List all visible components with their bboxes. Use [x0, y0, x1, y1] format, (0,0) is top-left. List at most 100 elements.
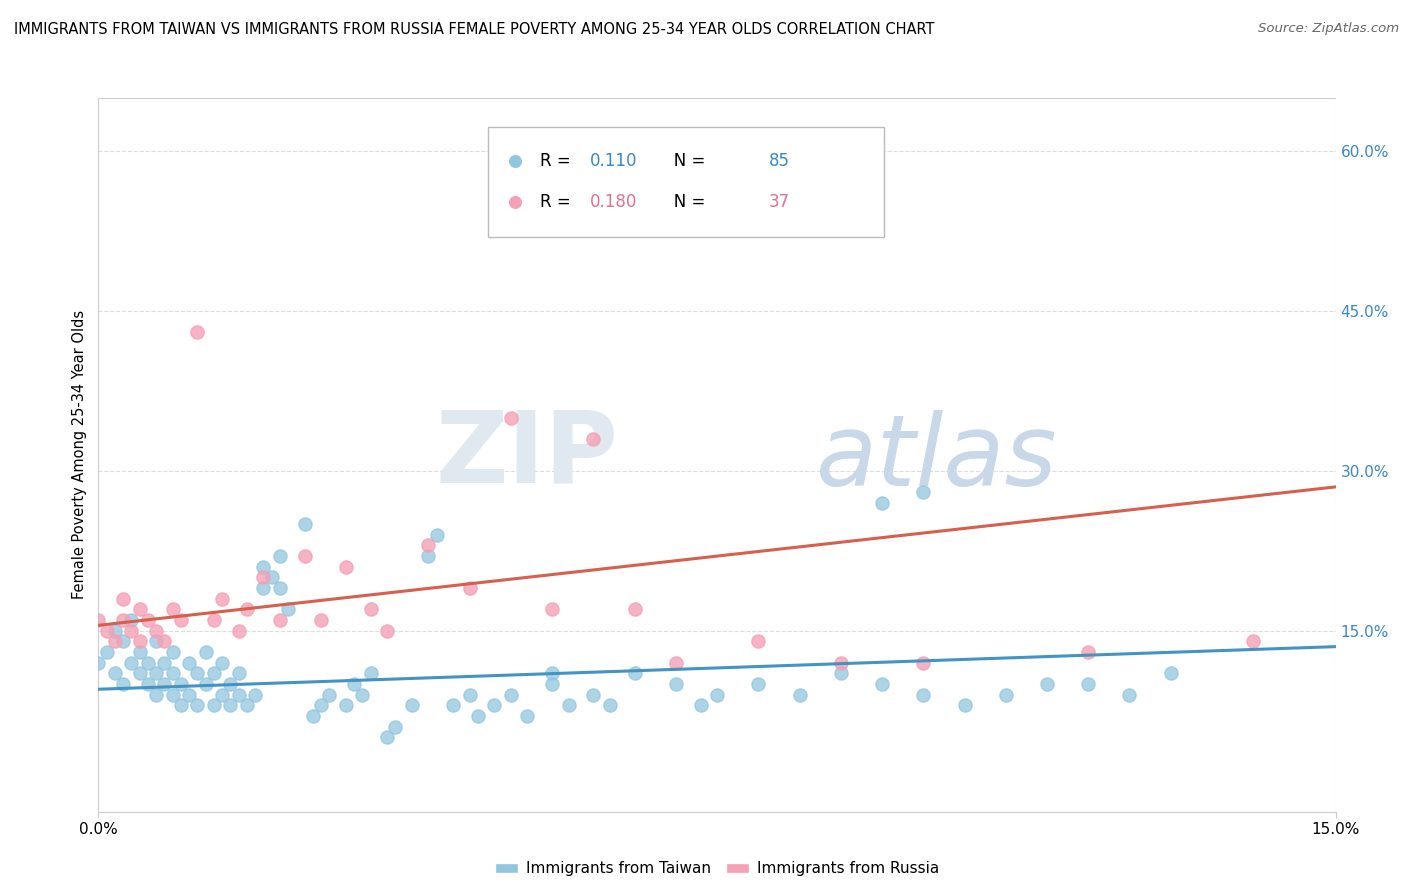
Point: [789, 688, 811, 702]
Point: [441, 698, 464, 713]
Point: [211, 591, 233, 606]
Point: [136, 613, 159, 627]
Point: [202, 666, 225, 681]
Point: [236, 602, 259, 616]
Point: [186, 666, 208, 681]
Point: [665, 677, 688, 691]
Point: [170, 613, 193, 627]
Point: [912, 688, 935, 702]
Text: R =: R =: [540, 193, 576, 211]
Text: ZIP: ZIP: [436, 407, 619, 503]
Point: [1077, 677, 1099, 691]
Point: [186, 326, 208, 340]
Point: [352, 688, 374, 702]
Point: [335, 698, 357, 713]
Point: [145, 688, 167, 702]
FancyBboxPatch shape: [488, 127, 884, 237]
Text: 0.180: 0.180: [589, 193, 637, 211]
Point: [870, 496, 893, 510]
Point: [145, 666, 167, 681]
Point: [360, 666, 382, 681]
Point: [186, 698, 208, 713]
Point: [830, 666, 852, 681]
Text: 37: 37: [769, 193, 790, 211]
Point: [228, 666, 250, 681]
Text: 0.110: 0.110: [589, 152, 637, 169]
Point: [162, 602, 184, 616]
Point: [623, 602, 645, 616]
Point: [294, 517, 316, 532]
Point: [458, 688, 481, 702]
Point: [426, 528, 449, 542]
Text: IMMIGRANTS FROM TAIWAN VS IMMIGRANTS FROM RUSSIA FEMALE POVERTY AMONG 25-34 YEAR: IMMIGRANTS FROM TAIWAN VS IMMIGRANTS FRO…: [14, 22, 935, 37]
Point: [104, 624, 127, 638]
Point: [120, 613, 142, 627]
Y-axis label: Female Poverty Among 25-34 Year Olds: Female Poverty Among 25-34 Year Olds: [72, 310, 87, 599]
Point: [162, 645, 184, 659]
Point: [458, 581, 481, 595]
Point: [912, 485, 935, 500]
Point: [112, 591, 135, 606]
Point: [747, 677, 769, 691]
Point: [260, 570, 283, 584]
Point: [1036, 677, 1059, 691]
Point: [96, 645, 118, 659]
Text: R =: R =: [540, 152, 576, 169]
Point: [153, 656, 176, 670]
Point: [170, 677, 193, 691]
Point: [318, 688, 340, 702]
Point: [96, 624, 118, 638]
Point: [516, 709, 538, 723]
Point: [120, 624, 142, 638]
Text: N =: N =: [658, 152, 710, 169]
Point: [162, 666, 184, 681]
Point: [136, 677, 159, 691]
Point: [360, 602, 382, 616]
Point: [302, 709, 325, 723]
Point: [179, 688, 201, 702]
Point: [665, 656, 688, 670]
Point: [1077, 645, 1099, 659]
Point: [375, 730, 398, 744]
Point: [219, 698, 242, 713]
Point: [582, 688, 605, 702]
Text: atlas: atlas: [815, 410, 1057, 507]
Point: [1118, 688, 1140, 702]
Point: [252, 559, 274, 574]
Point: [211, 656, 233, 670]
Point: [747, 634, 769, 648]
Point: [706, 688, 728, 702]
Point: [557, 698, 579, 713]
Point: [87, 656, 110, 670]
Point: [202, 698, 225, 713]
Point: [401, 698, 423, 713]
Point: [541, 677, 564, 691]
Point: [912, 656, 935, 670]
Point: [120, 656, 142, 670]
Point: [194, 677, 217, 691]
Point: [179, 656, 201, 670]
Legend: Immigrants from Taiwan, Immigrants from Russia: Immigrants from Taiwan, Immigrants from …: [489, 855, 945, 882]
Text: Source: ZipAtlas.com: Source: ZipAtlas.com: [1258, 22, 1399, 36]
Point: [236, 698, 259, 713]
Point: [87, 613, 110, 627]
Point: [153, 677, 176, 691]
Point: [623, 666, 645, 681]
Text: N =: N =: [658, 193, 710, 211]
Point: [582, 432, 605, 446]
Point: [689, 698, 711, 713]
Point: [202, 613, 225, 627]
Point: [1241, 634, 1264, 648]
Point: [145, 634, 167, 648]
Point: [269, 613, 291, 627]
Point: [870, 677, 893, 691]
Point: [309, 613, 332, 627]
Point: [309, 698, 332, 713]
Point: [112, 634, 135, 648]
Point: [467, 709, 489, 723]
Point: [104, 634, 127, 648]
Point: [228, 624, 250, 638]
Point: [277, 602, 299, 616]
Point: [153, 634, 176, 648]
Point: [418, 549, 440, 563]
